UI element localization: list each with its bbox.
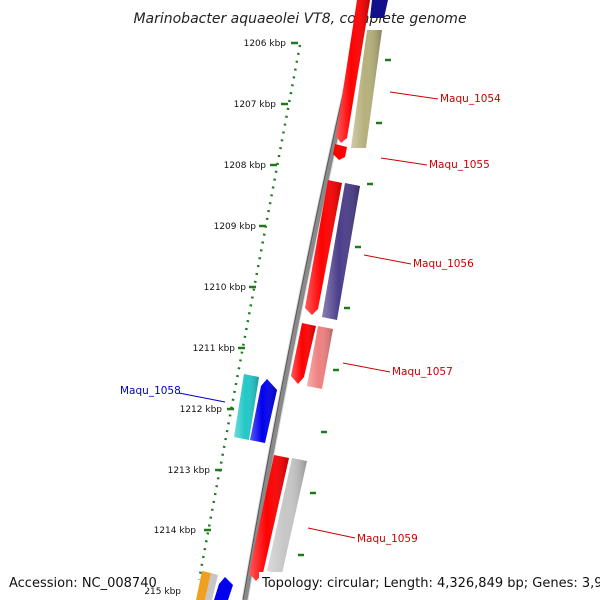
- scale-tick-labels: 1206 kbp 1207 kbp 1208 kbp 1209 kbp 1210…: [144, 39, 286, 597]
- scale-tick-label: 1208 kbp: [224, 161, 267, 171]
- gene-blue-bottom[interactable]: [214, 577, 233, 600]
- scale-tick-label: 1212 kbp: [180, 405, 223, 415]
- gene-label-lines: [178, 91, 439, 539]
- map-title: Marinobacter aquaeolei VT8, complete gen…: [133, 11, 466, 27]
- footer-info-bg: [259, 572, 596, 590]
- gene-label-maqu-1056[interactable]: Maqu_1056: [413, 258, 474, 270]
- scale-line: [197, 44, 302, 581]
- gene-label-maqu-1054[interactable]: Maqu_1054: [440, 93, 501, 105]
- scale-tick-label: 1209 kbp: [214, 222, 257, 232]
- scale-tick-label: 1206 kbp: [244, 39, 287, 49]
- footer-info: Topology: circular; Length: 4,326,849 bp…: [261, 576, 600, 591]
- scale-tick-label: 1214 kbp: [154, 526, 197, 536]
- scale-tick-label: 1210 kbp: [204, 283, 247, 293]
- gene-label-maqu-1057[interactable]: Maqu_1057: [392, 366, 453, 378]
- gene-features: [196, 0, 388, 600]
- scale-tick-label: 1213 kbp: [168, 466, 211, 476]
- cog-track-marks: [298, 58, 391, 557]
- gene-label-maqu-1058[interactable]: Maqu_1058: [120, 385, 181, 397]
- scale-tick-label: 1211 kbp: [193, 344, 236, 354]
- gene-label-maqu-1055[interactable]: Maqu_1055: [429, 159, 490, 171]
- gene-label-maqu-1059[interactable]: Maqu_1059: [357, 533, 418, 545]
- footer-accession-bg: [5, 572, 147, 590]
- gene-orange-bottom[interactable]: [196, 571, 211, 600]
- scale-tick-label: 215 kbp: [144, 587, 181, 597]
- gene-maqu-1055-red[interactable]: [333, 144, 347, 160]
- scale-tick-label: 1207 kbp: [234, 100, 277, 110]
- gene-labels: Maqu_1054 Maqu_1055 Maqu_1056 Maqu_1057 …: [120, 93, 501, 545]
- gene-navy-top[interactable]: [370, 0, 388, 18]
- gene-gray-bottom[interactable]: [205, 573, 218, 600]
- footer-accession: Accession: NC_008740: [9, 576, 157, 591]
- scale-ticks: [204, 41, 298, 532]
